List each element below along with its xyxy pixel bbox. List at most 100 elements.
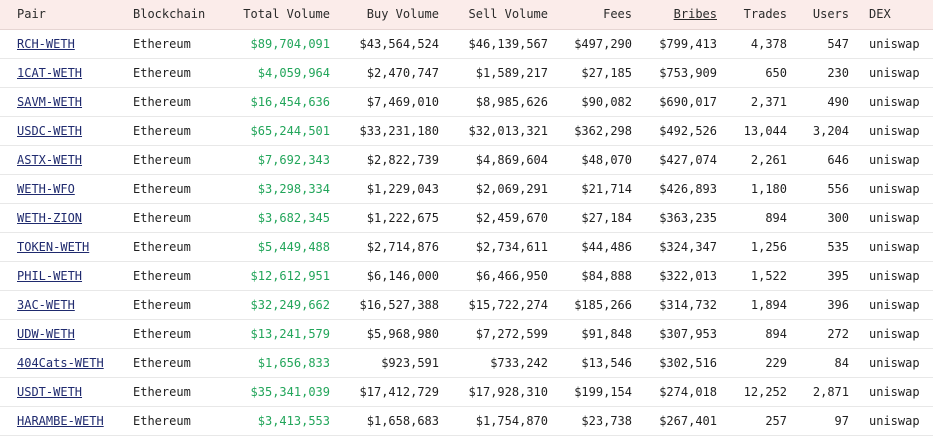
table-row[interactable]: SAVM-WETH Ethereum $16,454,636 $7,469,010 $8… [0, 87, 933, 116]
sell-volume-cell: $2,459,670 [475, 210, 548, 225]
table-row[interactable]: USDT-WETH Ethereum $35,341,039 $17,412,729 $… [0, 377, 933, 406]
pair-cell: 3AC-WETH [0, 290, 133, 319]
blockchain-cell: Ethereum [133, 384, 191, 399]
buy-volume-cell: $16,527,388 [359, 297, 439, 312]
total-volume-cell: $5,449,488 [257, 239, 330, 254]
pair-link[interactable]: 404Cats-WETH [17, 355, 104, 370]
col-header-trades[interactable]: Trades [717, 0, 787, 30]
pair-link[interactable]: PHIL-WETH [17, 268, 83, 283]
table-row[interactable]: WETH-ZION Ethereum $3,682,345 $1,222,675 $2,… [0, 203, 933, 232]
users-cell: 2,871 [812, 384, 849, 399]
table-row[interactable]: UDW-WETH Ethereum $13,241,579 $5,968,980 $7,… [0, 319, 933, 348]
dex-cell: uniswap [869, 239, 920, 254]
blockchain-cell: Ethereum [133, 123, 191, 138]
table-row[interactable]: TOKEN-WETH Ethereum $5,449,488 $2,714,876 $2… [0, 232, 933, 261]
table-row[interactable]: 1CAT-WETH Ethereum $4,059,964 $2,470,747 $1,… [0, 58, 933, 87]
col-header-users[interactable]: Users [787, 0, 849, 30]
blockchain-cell: Ethereum [133, 181, 191, 196]
col-header-dex[interactable]: DEX [849, 0, 933, 30]
bribes-cell: $324,347 [659, 239, 717, 254]
pair-link[interactable]: UDW-WETH [17, 326, 75, 341]
pair-link[interactable]: WETH-ZION [17, 210, 83, 225]
dex-cell: uniswap [869, 355, 920, 370]
dex-cell: uniswap [869, 181, 920, 196]
col-header-buy-volume[interactable]: Buy Volume [330, 0, 439, 30]
dex-cell: uniswap [869, 152, 920, 167]
pair-link[interactable]: USDC-WETH [17, 123, 83, 138]
pair-link[interactable]: WETH-WFO [17, 181, 75, 196]
total-volume-cell: $1,656,833 [257, 355, 330, 370]
col-header-pair[interactable]: Pair [0, 0, 133, 30]
pair-link[interactable]: SAVM-WETH [17, 94, 83, 109]
col-header-sell-volume[interactable]: Sell Volume [439, 0, 548, 30]
buy-volume-cell: $1,229,043 [366, 181, 439, 196]
pair-cell: USDC-WETH [0, 116, 133, 145]
bribes-cell: $314,732 [659, 297, 717, 312]
bribes-cell: $690,017 [659, 94, 717, 109]
users-cell: 556 [827, 181, 849, 196]
pair-link[interactable]: HARAMBE-WETH [17, 413, 104, 428]
sell-volume-cell: $1,589,217 [475, 65, 548, 80]
dex-cell: uniswap [869, 123, 920, 138]
table-row[interactable]: 3AC-WETH Ethereum $32,249,662 $16,527,388 $1… [0, 290, 933, 319]
bribes-cell: $267,401 [659, 413, 717, 428]
table-row[interactable]: ASTX-WETH Ethereum $7,692,343 $2,822,739 $4,… [0, 145, 933, 174]
users-cell: 547 [827, 36, 849, 51]
pair-cell: WETH-ZION [0, 203, 133, 232]
buy-volume-cell: $2,822,739 [366, 152, 439, 167]
col-header-fees[interactable]: Fees [548, 0, 632, 30]
trades-cell: 2,371 [750, 94, 787, 109]
table-row[interactable]: HARAMBE-WETH Ethereum $3,413,553 $1,658,683… [0, 406, 933, 435]
dex-cell: uniswap [869, 413, 920, 428]
table-row[interactable]: 404Cats-WETH Ethereum $1,656,833 $923,591 $7… [0, 348, 933, 377]
pair-cell: USDT-WETH [0, 377, 133, 406]
fees-cell: $84,888 [581, 268, 632, 283]
blockchain-cell: Ethereum [133, 36, 191, 51]
sell-volume-cell: $1,754,870 [475, 413, 548, 428]
blockchain-cell: Ethereum [133, 94, 191, 109]
sell-volume-cell: $7,272,599 [475, 326, 548, 341]
pair-link[interactable]: 1CAT-WETH [17, 65, 83, 80]
trades-cell: 12,252 [743, 384, 787, 399]
pair-link[interactable]: TOKEN-WETH [17, 239, 90, 254]
users-cell: 272 [827, 326, 849, 341]
blockchain-cell: Ethereum [133, 268, 191, 283]
dex-cell: uniswap [869, 94, 920, 109]
pair-cell: 1CAT-WETH [0, 58, 133, 87]
fees-cell: $44,486 [581, 239, 632, 254]
pair-link[interactable]: USDT-WETH [17, 384, 83, 399]
table-row[interactable]: USDC-WETH Ethereum $65,244,501 $33,231,180 $… [0, 116, 933, 145]
pair-cell: UDW-WETH [0, 319, 133, 348]
sell-volume-cell: $8,985,626 [475, 94, 548, 109]
blockchain-cell: Ethereum [133, 355, 191, 370]
table-row[interactable]: WETH-WFO Ethereum $3,298,334 $1,229,043 $2,0… [0, 174, 933, 203]
pair-link[interactable]: 3AC-WETH [17, 297, 75, 312]
blockchain-cell: Ethereum [133, 152, 191, 167]
pair-link[interactable]: RCH-WETH [17, 36, 75, 51]
total-volume-cell: $12,612,951 [250, 268, 330, 283]
pair-link[interactable]: ASTX-WETH [17, 152, 83, 167]
trades-cell: 650 [765, 65, 787, 80]
buy-volume-cell: $2,470,747 [366, 65, 439, 80]
total-volume-cell: $65,244,501 [250, 123, 330, 138]
fees-cell: $362,298 [574, 123, 632, 138]
total-volume-cell: $3,298,334 [257, 181, 330, 196]
col-header-bribes[interactable]: Bribes [632, 0, 717, 30]
blockchain-cell: Ethereum [133, 297, 191, 312]
table-row[interactable]: PHIL-WETH Ethereum $12,612,951 $6,146,000 $6… [0, 261, 933, 290]
blockchain-cell: Ethereum [133, 210, 191, 225]
pair-cell: HARAMBE-WETH [0, 406, 133, 435]
bribes-cell: $427,074 [659, 152, 717, 167]
trades-cell: 1,180 [750, 181, 787, 196]
table-row[interactable]: RCH-WETH Ethereum $89,704,091 $43,564,524 $4… [0, 29, 933, 58]
users-cell: 97 [834, 413, 849, 428]
sell-volume-cell: $733,242 [490, 355, 548, 370]
col-header-blockchain[interactable]: Blockchain [133, 0, 233, 30]
trades-cell: 1,256 [750, 239, 787, 254]
trades-cell: 1,894 [750, 297, 787, 312]
total-volume-cell: $35,341,039 [250, 384, 330, 399]
dex-cell: uniswap [869, 326, 920, 341]
users-cell: 300 [827, 210, 849, 225]
bribes-cell: $363,235 [659, 210, 717, 225]
col-header-total-volume[interactable]: Total Volume [233, 0, 330, 30]
